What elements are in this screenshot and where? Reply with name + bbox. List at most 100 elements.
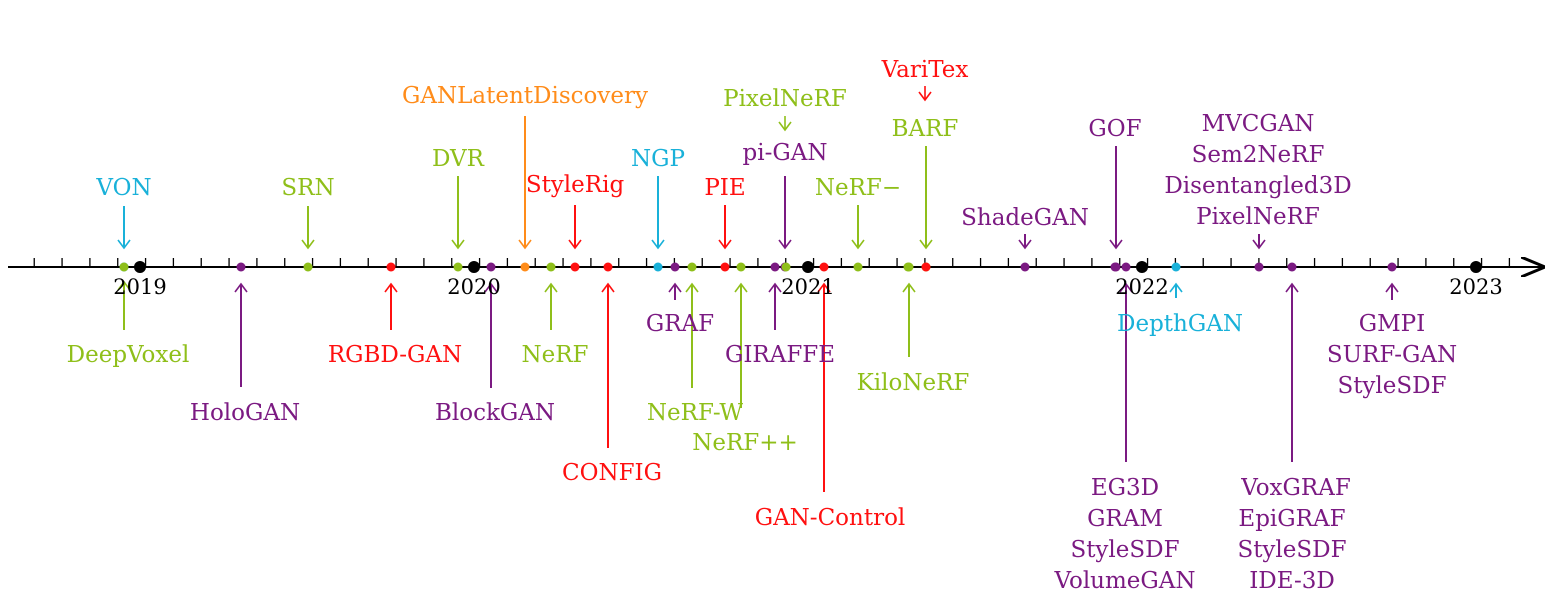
arrow-head: [544, 282, 558, 293]
dot-mvcgan: [1254, 262, 1264, 272]
arrow-head: [568, 239, 582, 250]
label-ide-3d: IDE-3D: [1249, 568, 1335, 594]
arrow-head: [301, 239, 315, 250]
dot-graf: [670, 262, 680, 272]
arrow-head: [1109, 239, 1123, 250]
year-label-2020: 2020: [447, 275, 500, 299]
label-srn: SRN: [281, 175, 334, 201]
dot-rgbd-gan: [386, 262, 396, 272]
arrow-head: [778, 121, 792, 132]
label-disentangled3d: Disentangled3D: [1164, 173, 1351, 199]
dot-dvr: [453, 262, 463, 272]
label-group-mvcgan: MVCGAN Sem2NeRF Disentangled3D PixelNeRF: [1164, 111, 1351, 230]
label-sem2nerf: Sem2NeRF: [1192, 142, 1325, 168]
dot-deepvoxel: [119, 262, 129, 272]
dot-eg3d: [1121, 262, 1131, 272]
year-label-2021: 2021: [781, 275, 834, 299]
arrow-head: [768, 282, 782, 293]
arrow-head: [1252, 239, 1266, 250]
label-eg3d: EG3D: [1091, 475, 1159, 501]
label-kilonerf: KiloNeRF: [857, 370, 970, 396]
dot-depthgan: [1171, 262, 1181, 272]
arrow-head: [817, 282, 831, 293]
label-pi-gan: pi-GAN: [743, 140, 828, 166]
dot-gmpi: [1387, 262, 1397, 272]
label-pixelnerf-top: PixelNeRF: [723, 86, 847, 112]
arrow-head: [718, 239, 732, 250]
arrow-head: [484, 282, 498, 293]
arrow-head: [778, 239, 792, 250]
arrow-head: [117, 280, 131, 291]
label-ngp: NGP: [631, 146, 685, 172]
arrow-head: [1385, 282, 1399, 293]
arrow-head: [518, 239, 532, 250]
label-stylerig: StyleRig: [526, 172, 625, 198]
label-blockgan: BlockGAN: [435, 400, 555, 426]
dot-nerf-w: [687, 262, 697, 272]
arrow-head: [1285, 282, 1299, 293]
year-dot-2021: [802, 261, 814, 273]
dot-config: [603, 262, 613, 272]
label-nerf-minus: NeRF−: [815, 175, 901, 201]
dot-giraffe: [770, 262, 780, 272]
dot-gan-control: [819, 262, 829, 272]
label-pixelnerf-stack: PixelNeRF: [1196, 204, 1320, 230]
year-dot-2019: [134, 261, 146, 273]
dot-pixelnerf-top: [781, 262, 791, 272]
arrow-head: [668, 282, 682, 293]
label-nerf: NeRF: [521, 342, 588, 368]
dot-blockgan: [486, 262, 496, 272]
year-labels: 2019 2020 2021 2022 2023: [113, 275, 1502, 299]
dot-kilonerf-axis: [903, 262, 913, 272]
year-label-2022: 2022: [1115, 275, 1168, 299]
label-ganlatentdiscovery: GANLatentDiscovery: [402, 83, 648, 109]
label-pie: PIE: [704, 175, 745, 201]
label-gmpi: GMPI: [1359, 311, 1425, 337]
label-giraffe: GIRAFFE: [725, 342, 835, 368]
label-depthgan: DepthGAN: [1117, 311, 1243, 337]
dot-shadegan: [1020, 262, 1030, 272]
arrow-head: [117, 239, 131, 250]
dot-nerf: [546, 262, 556, 272]
dot-ngp: [653, 262, 663, 272]
label-barf: BARF: [892, 116, 959, 142]
label-graf: GRAF: [646, 311, 714, 337]
label-mvcgan: MVCGAN: [1202, 111, 1315, 137]
dot-nerf-minus: [853, 262, 863, 272]
label-stylesdf-1: StyleSDF: [1070, 537, 1179, 563]
arrow-head: [918, 91, 932, 102]
year-dot-2020: [468, 261, 480, 273]
dot-stylerig: [570, 262, 580, 272]
arrow-head: [851, 239, 865, 250]
label-group-eg3d: EG3D GRAM StyleSDF VolumeGAN: [1053, 475, 1195, 594]
year-dot-2022: [1136, 261, 1148, 273]
label-gof: GOF: [1088, 116, 1141, 142]
label-von: VON: [95, 175, 151, 201]
label-surf-gan: SURF-GAN: [1327, 342, 1457, 368]
year-label-2023: 2023: [1449, 275, 1502, 299]
arrow-head: [651, 239, 665, 250]
arrow-head: [1169, 282, 1183, 293]
label-epigraf: EpiGRAF: [1238, 506, 1345, 532]
arrow-head: [919, 239, 933, 250]
label-stylesdf-3: StyleSDF: [1337, 373, 1446, 399]
label-group-voxgraf: VoxGRAF EpiGRAF StyleSDF IDE-3D: [1237, 475, 1350, 594]
arrow-head: [234, 282, 248, 293]
label-hologan: HoloGAN: [190, 400, 300, 426]
arrow-head: [1018, 239, 1032, 250]
label-varitex: VariTex: [881, 57, 969, 83]
label-dvr: DVR: [432, 146, 485, 172]
label-stylesdf-2: StyleSDF: [1237, 537, 1346, 563]
label-deepvoxel: DeepVoxel: [67, 342, 190, 368]
dot-ganlatentdiscovery: [520, 262, 530, 272]
label-nerf-w: NeRF-W: [647, 400, 743, 426]
label-shadegan: ShadeGAN: [961, 205, 1089, 231]
year-dot-2023: [1470, 261, 1482, 273]
label-gram: GRAM: [1087, 506, 1163, 532]
arrow-head: [902, 282, 916, 293]
event-dots: [119, 261, 1482, 273]
label-config: CONFIG: [562, 460, 662, 486]
event-connectors: [117, 86, 1399, 492]
event-labels: VON DeepVoxel HoloGAN SRN RGBD-GAN DVR B…: [67, 57, 1457, 594]
